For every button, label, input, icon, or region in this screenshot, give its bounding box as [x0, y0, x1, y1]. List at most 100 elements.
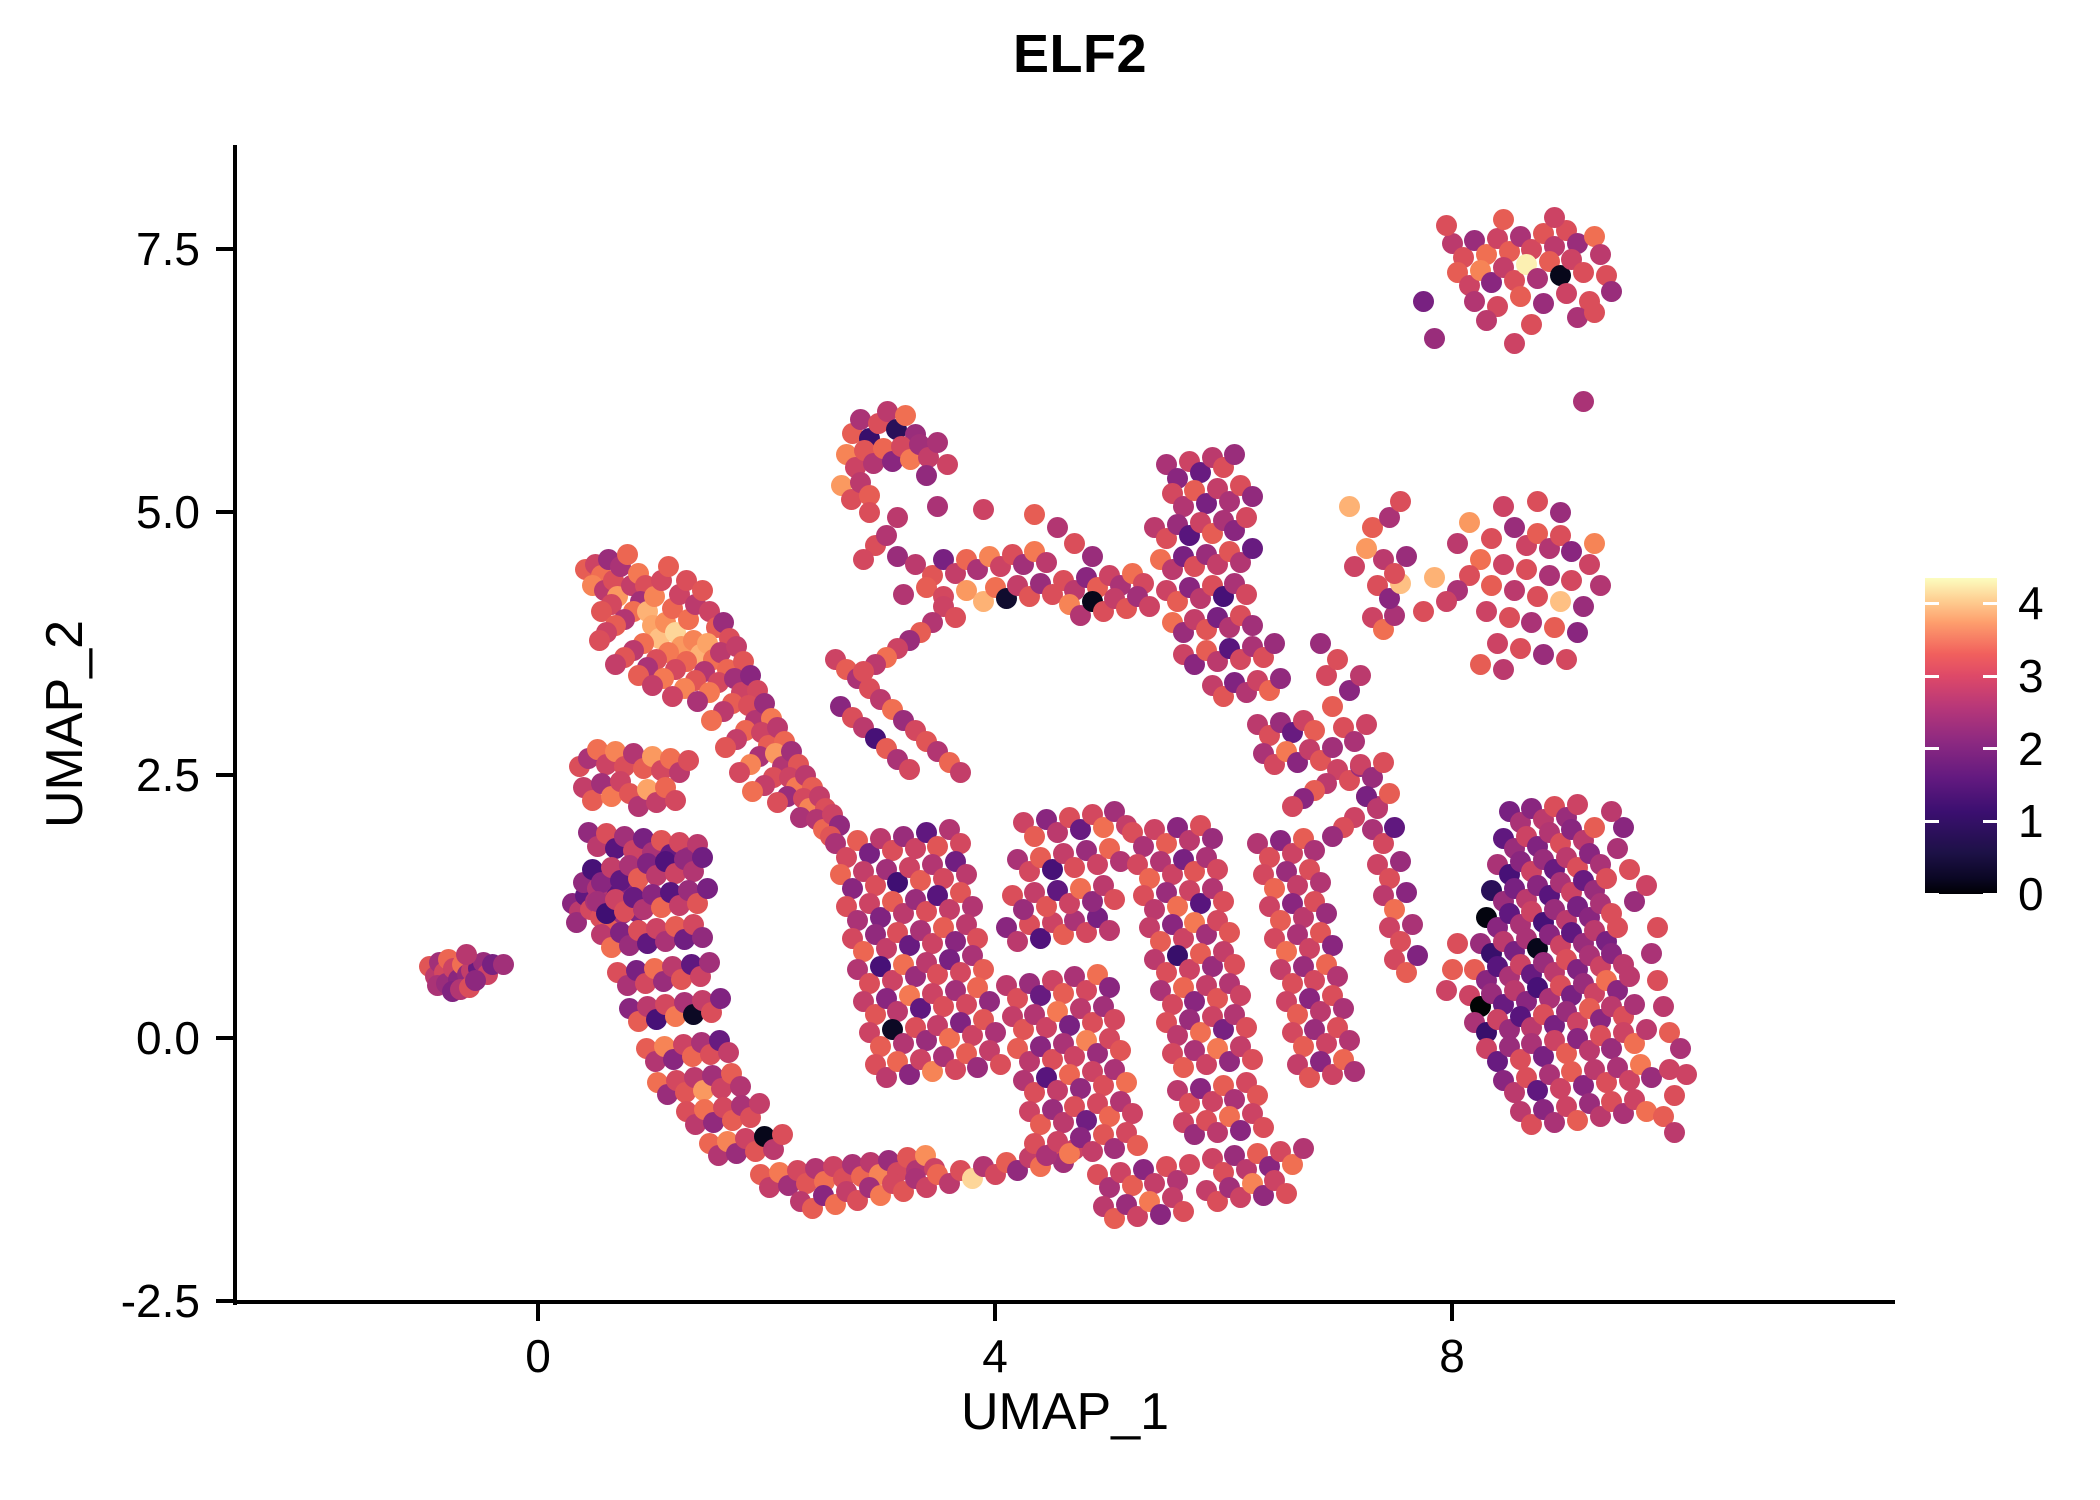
colorbar-tick-mark	[1983, 892, 1997, 896]
scatter-point	[1590, 575, 1612, 597]
scatter-point	[1138, 596, 1160, 618]
scatter-point	[1207, 859, 1229, 881]
scatter-point	[1093, 817, 1115, 839]
scatter-point	[1007, 987, 1029, 1009]
scatter-point	[1258, 846, 1280, 868]
scatter-point	[1070, 819, 1092, 841]
scatter-point	[1161, 864, 1183, 886]
scatter-point	[858, 484, 880, 506]
scatter-point	[1064, 533, 1086, 555]
scatter-point	[950, 962, 972, 984]
scatter-point	[1207, 987, 1229, 1009]
x-tick-label: 0	[525, 1330, 551, 1382]
scatter-point	[1155, 962, 1177, 984]
scatter-point	[701, 709, 723, 731]
scatter-point	[1190, 461, 1212, 483]
x-axis-label: UMAP_1	[960, 1383, 1170, 1441]
scatter-point	[841, 878, 863, 900]
colorbar-tick-mark	[1983, 674, 1997, 678]
scatter-point	[628, 796, 650, 818]
scatter-point	[464, 969, 486, 991]
scatter-point	[1390, 850, 1412, 872]
scatter-point	[967, 1056, 989, 1078]
scatter-point	[1361, 517, 1383, 539]
scatter-point	[1532, 643, 1554, 665]
colorbar-tick-label: 1	[2018, 795, 2044, 848]
scatter-point	[1007, 930, 1029, 952]
scatter-point	[915, 577, 937, 599]
scatter-point	[1201, 955, 1223, 977]
scatter-point	[1173, 496, 1194, 518]
scatter-point	[1487, 1050, 1509, 1072]
colorbar-legend[interactable]	[1925, 578, 1997, 896]
scatter-point	[1590, 243, 1612, 265]
colorbar-tick-mark	[1925, 601, 1939, 605]
scatter-point	[1361, 766, 1383, 788]
scatter-point	[904, 966, 926, 988]
scatter-point	[1104, 888, 1126, 910]
scatter-point	[1441, 959, 1463, 981]
scatter-point	[1567, 793, 1589, 815]
scatter-point	[973, 499, 995, 521]
scatter-point	[1544, 1111, 1566, 1133]
colorbar-tick-mark	[1925, 892, 1939, 896]
scatter-point	[893, 583, 915, 605]
scatter-point	[1281, 843, 1303, 865]
scatter-point	[1075, 980, 1097, 1002]
scatter-point	[1155, 832, 1177, 854]
scatter-point	[1572, 391, 1594, 413]
scatter-point	[1378, 587, 1400, 609]
scatter-point	[875, 938, 897, 960]
scatter-point	[1584, 301, 1606, 323]
scatter-point	[1435, 980, 1457, 1002]
scatter-point	[1304, 720, 1326, 742]
x-axis-line	[233, 1300, 1895, 1304]
scatter-point	[1584, 533, 1606, 555]
scatter-point	[1190, 892, 1212, 914]
scatter-point	[1384, 899, 1406, 921]
y-tick-mark	[216, 1036, 233, 1040]
scatter-point	[1481, 527, 1503, 549]
scatter-point	[1378, 867, 1400, 889]
scatter-point	[1321, 737, 1343, 759]
scatter-point	[1230, 985, 1252, 1007]
scatter-point	[1167, 1025, 1189, 1047]
scatter-point	[1213, 890, 1234, 912]
scatter-point	[849, 408, 871, 430]
scatter-point	[1321, 934, 1343, 956]
scatter-point	[1087, 853, 1109, 875]
scatter-point	[870, 1035, 892, 1057]
scatter-point	[1264, 878, 1286, 900]
scatter-point	[1664, 1122, 1686, 1144]
scatter-point	[1104, 1008, 1126, 1030]
scatter-point	[1635, 1019, 1657, 1041]
scatter-point	[1024, 1082, 1046, 1104]
scatter-point	[927, 432, 949, 454]
scatter-point	[1521, 611, 1543, 633]
scatter-point	[1167, 1169, 1189, 1191]
y-tick-mark	[216, 773, 233, 777]
scatter-point	[1561, 569, 1583, 591]
scatter-point	[664, 789, 686, 811]
scatter-point	[698, 951, 720, 973]
scatter-point	[1390, 930, 1412, 952]
scatter-point	[944, 606, 966, 628]
scatter-point	[1013, 1019, 1035, 1041]
scatter-plot-panel[interactable]	[235, 145, 1895, 1302]
scatter-point	[712, 611, 734, 633]
scatter-point	[589, 629, 611, 651]
colorbar-tick-label: 3	[2018, 650, 2044, 703]
scatter-point	[1475, 601, 1497, 623]
scatter-point	[1081, 545, 1103, 567]
scatter-point	[1550, 524, 1572, 546]
scatter-point	[1190, 1022, 1212, 1044]
scatter-point	[1047, 1080, 1069, 1102]
scatter-point	[1355, 538, 1377, 560]
scatter-point	[1647, 917, 1669, 939]
scatter-point	[1298, 938, 1320, 960]
scatter-point	[1035, 1016, 1057, 1038]
scatter-point	[1224, 443, 1246, 465]
scatter-point	[1018, 1050, 1040, 1072]
scatter-point	[1607, 917, 1629, 939]
